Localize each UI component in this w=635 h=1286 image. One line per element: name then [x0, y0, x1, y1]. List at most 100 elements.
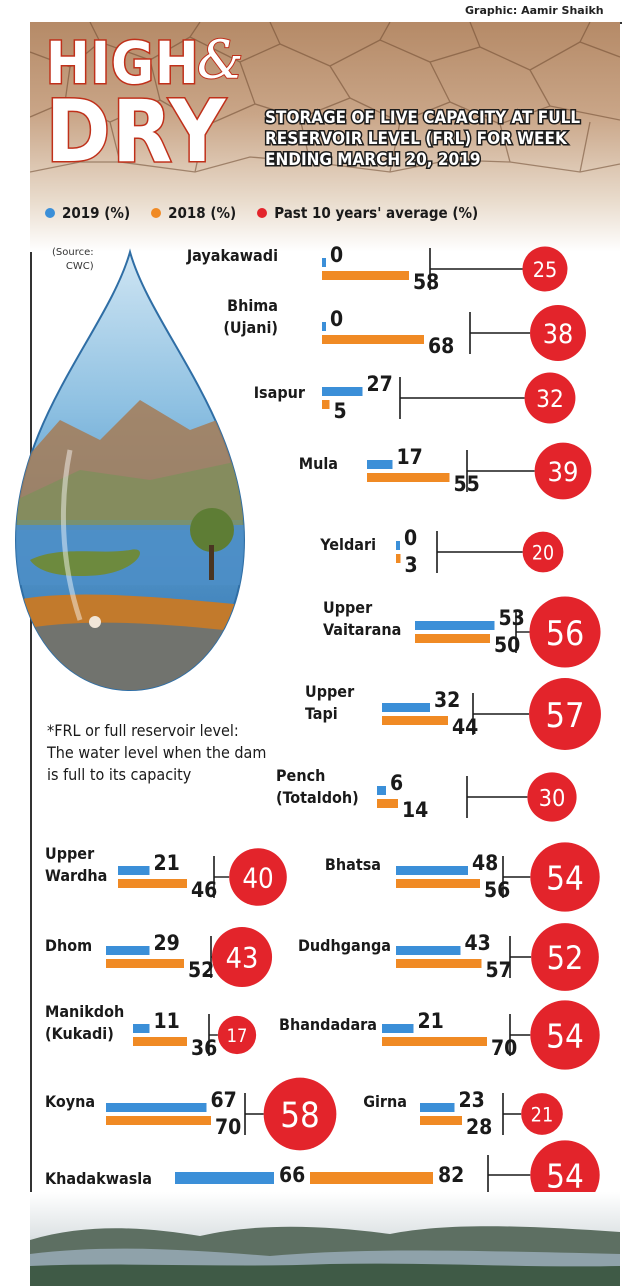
title-dry: DRY [44, 82, 228, 182]
label-2019-upper-wardha: 21 [154, 851, 180, 875]
label-2019-manikdoh-kukadi: 11 [154, 1009, 180, 1033]
bar-2019-bhatsa [396, 866, 468, 875]
label-2019-bhima-ujani: 0 [330, 307, 343, 331]
bar-2019-pench-totaldoh [377, 786, 386, 795]
label-2019-upper-vaitarana: 53 [499, 606, 525, 630]
avg-circle-upper-wardha [229, 848, 287, 906]
reservoir-name-bhatsa: Bhatsa [325, 855, 381, 874]
label-2019-khadakwasla: 66 [279, 1163, 305, 1187]
bar-2019-girna [420, 1103, 455, 1112]
reservoir-name-yeldari: Yeldari [319, 535, 376, 554]
avg-label-upper-wardha: 40 [242, 863, 273, 894]
label-2019-dhom: 29 [154, 931, 180, 955]
cracked-earth-texture [30, 22, 620, 173]
label-2019-yeldari: 0 [404, 526, 417, 550]
reservoir-name-pench-totaldoh: Pench [276, 766, 325, 785]
reservoir-name-manikdoh-kukadi: Manikdoh [45, 1002, 124, 1021]
avg-circle-yeldari [522, 531, 564, 573]
label-2019-mula: 17 [397, 445, 423, 469]
avg-label-koyna: 58 [280, 1096, 320, 1136]
legend-item-2018: 2018 (%) [151, 204, 236, 222]
blue-dot-icon [45, 208, 55, 218]
avg-label-bhima-ujani: 38 [543, 319, 573, 350]
avg-label-mula: 39 [548, 457, 579, 488]
bar-2018-dhom [106, 959, 184, 968]
reservoir-name-upper-wardha: Upper [45, 844, 95, 863]
label-2018-upper-wardha: 46 [191, 878, 217, 902]
frl-footnote: *FRL or full reservoir level: The water … [47, 721, 267, 784]
label-2019-isapur: 27 [367, 372, 393, 396]
reservoir-landscape-photo [30, 1192, 620, 1286]
avg-label-bhatsa: 54 [546, 858, 584, 897]
reservoir-name-koyna: Koyna [45, 1092, 95, 1111]
avg-label-manikdoh-kukadi: 17 [227, 1026, 248, 1047]
reservoir-name-girna: Girna [363, 1092, 407, 1111]
bar-2018-upper-tapi [382, 716, 448, 725]
avg-label-khadakwasla: 54 [546, 1156, 584, 1195]
legend-label-average: Past 10 years' average (%) [274, 204, 479, 222]
water-drop-illustration [14, 248, 246, 692]
reservoir-name-upper-vaitarana: Upper [323, 598, 373, 617]
avg-circle-upper-tapi [529, 678, 601, 750]
avg-label-girna: 21 [531, 1103, 554, 1126]
reservoir-name-upper-tapi: Upper [305, 682, 355, 701]
reservoir-name-jayakawadi: Jayakawadi [186, 246, 278, 265]
label-2018-isapur: 5 [334, 399, 347, 423]
legend-label-2018: 2018 (%) [168, 204, 237, 222]
title-ampersand: & [196, 30, 244, 92]
reservoir-name-upper-tapi: Tapi [305, 704, 338, 723]
label-2018-dudhganga: 57 [486, 958, 512, 982]
bar-2018-girna [420, 1116, 462, 1125]
label-2019-jayakawadi: 0 [330, 243, 343, 267]
bar-2019-bhima-ujani [322, 322, 326, 331]
legend: 2019 (%) 2018 (%) Past 10 years' average… [45, 201, 499, 225]
bar-2019-mula [367, 460, 393, 469]
graphic-credit: Graphic: Aamir Shaikh [465, 4, 604, 17]
avg-circle-pench-totaldoh [527, 772, 577, 822]
reservoir-name-dhom: Dhom [45, 936, 92, 955]
bar-2018-khadakwasla [310, 1172, 433, 1184]
avg-circle-mula [534, 442, 592, 500]
label-2019-dudhganga: 43 [465, 931, 491, 955]
reservoir-name-mula: Mula [299, 454, 338, 473]
red-dot-icon [257, 208, 268, 218]
bar-2018-yeldari [396, 554, 401, 563]
bar-2019-upper-wardha [118, 866, 150, 875]
reservoir-name-isapur: Isapur [254, 383, 306, 402]
legend-label-2019: 2019 (%) [62, 204, 131, 222]
label-2018-yeldari: 3 [405, 553, 418, 577]
bar-2018-manikdoh-kukadi [133, 1037, 187, 1046]
bar-2018-bhatsa [396, 879, 480, 888]
label-2018-girna: 28 [466, 1115, 492, 1139]
reservoir-name-upper-vaitarana: Vaitarana [323, 620, 401, 639]
label-2018-manikdoh-kukadi: 36 [191, 1036, 217, 1060]
legend-item-average: Past 10 years' average (%) [257, 204, 478, 222]
label-2019-pench-totaldoh: 6 [390, 771, 403, 795]
source-note-line-1: (Source: [52, 247, 94, 258]
reservoir-name-bhandadara: Bhandadara [279, 1015, 377, 1034]
bar-2019-dudhganga [396, 946, 461, 955]
bar-2019-koyna [106, 1103, 207, 1112]
bar-2018-bhima-ujani [322, 335, 424, 344]
bar-2018-upper-vaitarana [415, 634, 490, 643]
avg-circle-girna [521, 1093, 563, 1135]
bar-2018-dudhganga [396, 959, 482, 968]
avg-label-pench-totaldoh: 30 [539, 784, 566, 812]
label-2018-upper-tapi: 44 [452, 715, 478, 739]
reservoir-name-manikdoh-kukadi: (Kukadi) [45, 1024, 114, 1043]
label-2019-bhatsa: 48 [472, 851, 498, 875]
reservoir-name-pench-totaldoh: (Totaldoh) [276, 788, 359, 807]
legend-item-2019: 2019 (%) [45, 204, 130, 222]
source-note-line-2: CWC) [65, 261, 94, 272]
title-high: HIGH [45, 29, 201, 97]
label-2019-bhandadara: 21 [418, 1009, 444, 1033]
reservoir-name-dudhganga: Dudhganga [298, 936, 391, 955]
bar-2018-upper-wardha [118, 879, 187, 888]
bar-2018-jayakawadi [322, 271, 409, 280]
avg-label-dhom: 43 [226, 941, 259, 975]
avg-circle-upper-vaitarana [529, 596, 601, 668]
bar-2018-bhandadara [382, 1037, 487, 1046]
bar-2019-upper-tapi [382, 703, 430, 712]
reservoir-name-bhima-ujani: Bhima [227, 296, 278, 315]
